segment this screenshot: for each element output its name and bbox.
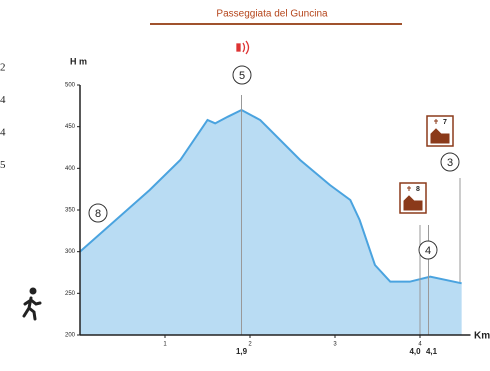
y-tick-label: 200: [65, 333, 76, 339]
marker-circle: [88, 203, 108, 223]
marker-label: 3: [447, 157, 453, 169]
marker-label: 8: [95, 208, 101, 220]
walker-icon: [22, 287, 42, 321]
side-number: 5: [0, 159, 6, 171]
marker-circle: [440, 152, 460, 172]
y-axis-label: H m: [70, 56, 87, 66]
side-number: 4: [0, 127, 6, 139]
church-number: 7: [443, 119, 447, 126]
marker-label: 5: [239, 70, 245, 82]
profile-line: [79, 108, 462, 285]
y-tick-label: 400: [65, 166, 76, 172]
y-tick-label: 450: [65, 124, 76, 130]
annotation-label: 4,0: [409, 347, 421, 356]
church-icon: [403, 186, 423, 211]
area-fill: [80, 110, 462, 335]
side-number: 2: [0, 62, 6, 74]
marker-circle: [418, 240, 438, 260]
x-tick-label: 2: [248, 342, 252, 348]
y-tick-label: 350: [65, 208, 76, 214]
y-tick-label: 500: [65, 83, 76, 89]
x-tick-label: 4: [418, 342, 422, 348]
x-axis-label: Km: [474, 331, 490, 342]
y-tick-label: 250: [65, 291, 76, 297]
x-tick-label: 3: [333, 342, 337, 348]
sound-icon: [236, 40, 250, 55]
church-icon: [430, 119, 450, 144]
annotation-label: 1,9: [236, 347, 248, 356]
side-number: 4: [0, 94, 6, 106]
chart-title: Passeggiata del Guncina: [216, 9, 328, 20]
marker-circle: [232, 65, 252, 85]
church-number: 8: [416, 186, 420, 193]
y-tick-label: 300: [65, 249, 76, 255]
marker-label: 4: [425, 245, 431, 257]
annotation-label: 4,1: [426, 347, 438, 356]
x-tick-label: 1: [163, 342, 167, 348]
